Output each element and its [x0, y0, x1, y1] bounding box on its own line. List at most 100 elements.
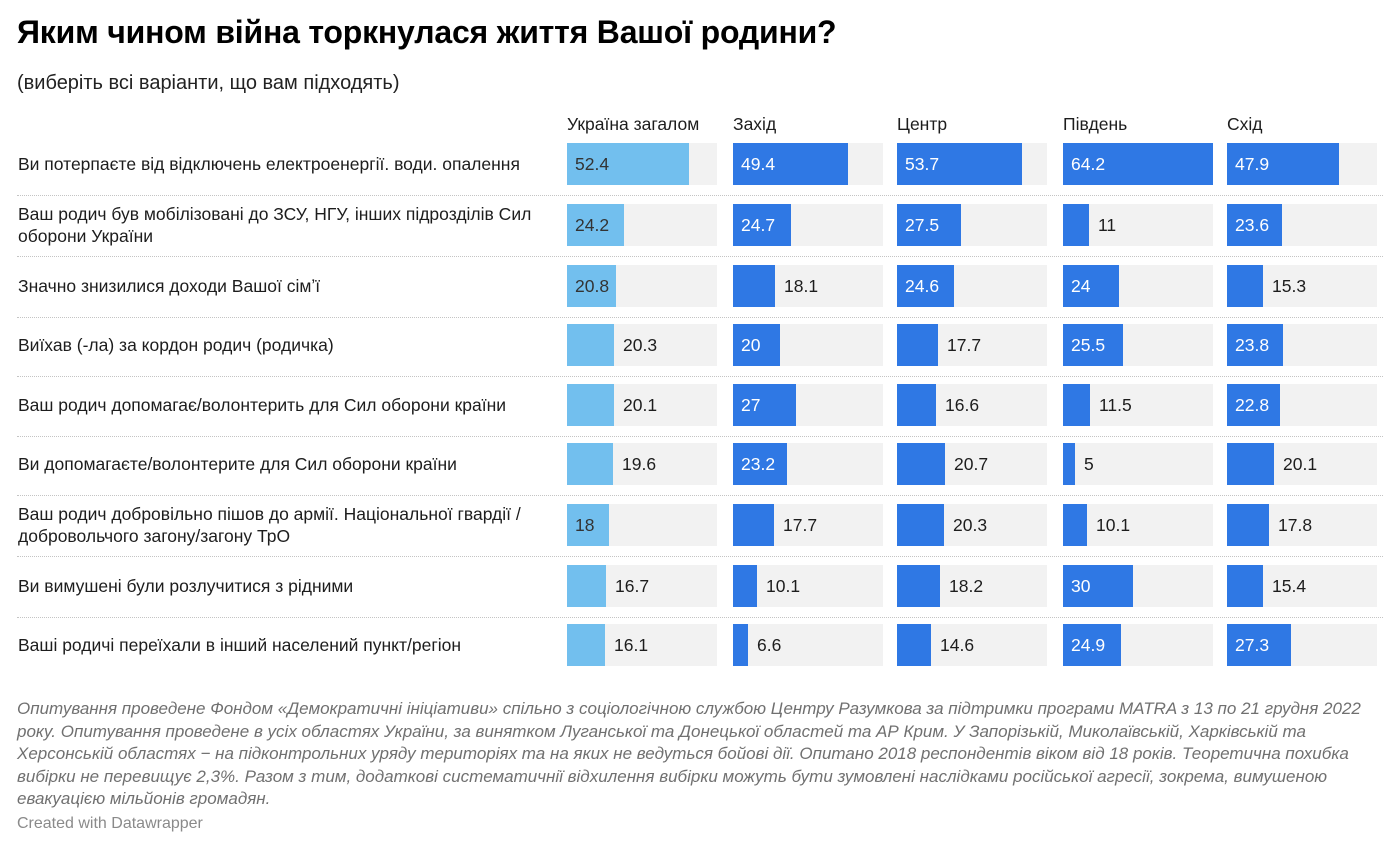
bar-track: 20.3 [567, 324, 717, 366]
bar-track: 23.6 [1227, 204, 1377, 246]
bar-track: 18 [567, 504, 717, 546]
row-divider [17, 317, 1383, 318]
value-label: 24.7 [741, 215, 776, 235]
bar [567, 443, 613, 485]
chart-notes: Опитування проведене Фондом «Демократичн… [17, 699, 1361, 808]
bar-track: 16.7 [567, 565, 717, 607]
bar [733, 443, 787, 485]
value-label: 20.1 [623, 395, 658, 415]
row-divider [17, 495, 1383, 496]
bar [897, 324, 938, 366]
value-label: 24 [1071, 276, 1091, 296]
bar-track: 20 [733, 324, 883, 366]
bar-track: 27 [733, 384, 883, 426]
bar-track: 17.7 [733, 504, 883, 546]
value-label: 11 [1098, 215, 1117, 235]
bar-track: 24 [1063, 265, 1213, 307]
datawrapper-credit[interactable]: Created with Datawrapper [17, 815, 203, 832]
bar-track: 16.6 [897, 384, 1047, 426]
bar-track: 5 [1063, 443, 1213, 485]
value-label: 27.3 [1235, 635, 1270, 655]
bar [1227, 624, 1291, 666]
bar [1227, 443, 1274, 485]
value-label: 25.5 [1071, 335, 1106, 355]
bar [567, 265, 616, 307]
value-label: 11.5 [1099, 395, 1132, 415]
value-label: 10.1 [766, 576, 801, 596]
bar [1227, 265, 1263, 307]
bar [1063, 443, 1075, 485]
bar-track: 16.1 [567, 624, 717, 666]
value-label: 27.5 [905, 215, 940, 235]
value-label: 23.2 [741, 454, 776, 474]
value-label: 15.4 [1272, 576, 1307, 596]
value-label: 17.8 [1278, 515, 1313, 535]
value-label: 24.2 [575, 215, 610, 235]
bar-track: 17.7 [897, 324, 1047, 366]
value-label: 16.1 [614, 635, 649, 655]
row-divider [17, 195, 1383, 196]
bar-track: 24.6 [897, 265, 1047, 307]
chart-title: Яким чином війна торкнулася життя Вашої … [17, 14, 837, 50]
column-header: Південь [1063, 114, 1128, 134]
bar [733, 143, 848, 185]
value-label: 20.1 [1283, 454, 1318, 474]
bar-track: 47.9 [1227, 143, 1377, 185]
bar [1063, 324, 1123, 366]
bar-track: 6.6 [733, 624, 883, 666]
value-label: 23.6 [1235, 215, 1270, 235]
row-divider [17, 256, 1383, 257]
bar-track: 20.1 [1227, 443, 1377, 485]
value-label: 10.1 [1096, 515, 1131, 535]
bar [733, 204, 791, 246]
value-label: 24.9 [1071, 635, 1106, 655]
row-label: Ви потерпаєте від відключень електроенер… [18, 154, 520, 174]
row-label: Ваш родич допомагає/волонтерить для Сил … [18, 395, 507, 415]
bar [1227, 384, 1280, 426]
bar-track: 24.9 [1063, 624, 1213, 666]
value-label: 18 [575, 515, 595, 535]
bar-track: 49.4 [733, 143, 883, 185]
row-label: Виїхав (-ла) за кордон родич (родичка) [18, 335, 334, 355]
bar-track: 22.8 [1227, 384, 1377, 426]
bar [1063, 565, 1133, 607]
bar [567, 204, 624, 246]
row-label: Ви допомагаєте/волонтерите для Сил оборо… [18, 454, 457, 474]
bar-track: 11.5 [1063, 384, 1213, 426]
bar [1063, 265, 1119, 307]
value-label: 27 [741, 395, 761, 415]
column-header: Центр [897, 114, 948, 134]
value-label: 15.3 [1272, 276, 1307, 296]
bar [1063, 143, 1213, 185]
value-label: 17.7 [947, 335, 982, 355]
bar-track: 20.3 [897, 504, 1047, 546]
bar [567, 324, 614, 366]
bar-track: 24.7 [733, 204, 883, 246]
value-label: 23.8 [1235, 335, 1270, 355]
bar-track: 23.8 [1227, 324, 1377, 366]
value-label: 16.7 [615, 576, 650, 596]
bar-track: 10.1 [1063, 504, 1213, 546]
value-label: 52.4 [575, 154, 610, 174]
value-label: 6.6 [757, 635, 782, 655]
bar [897, 443, 945, 485]
bar [1063, 384, 1090, 426]
bar-track: 15.3 [1227, 265, 1377, 307]
bar [897, 265, 954, 307]
bar-track: 53.7 [897, 143, 1047, 185]
value-label: 24.6 [905, 276, 940, 296]
bar [1063, 624, 1121, 666]
bar [733, 565, 757, 607]
value-label: 19.6 [622, 454, 657, 474]
row-divider [17, 436, 1383, 437]
bar [1227, 565, 1263, 607]
column-header: Україна загалом [567, 114, 700, 134]
bar [897, 204, 961, 246]
bar [897, 565, 940, 607]
bar [733, 265, 775, 307]
bar-track: 23.2 [733, 443, 883, 485]
bar [567, 384, 614, 426]
bar [897, 143, 1022, 185]
value-label: 30 [1071, 576, 1091, 596]
value-label: 20.3 [953, 515, 988, 535]
